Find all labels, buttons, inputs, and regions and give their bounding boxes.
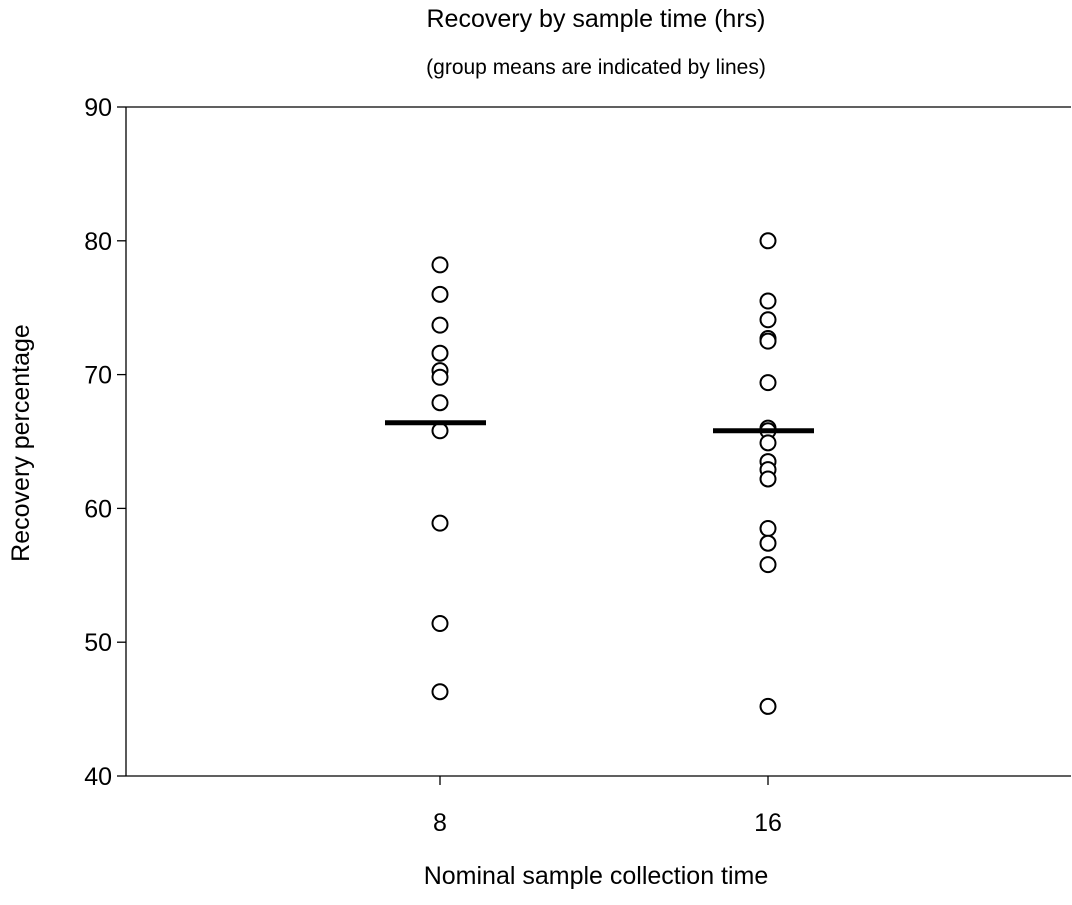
- data-point: [759, 534, 777, 552]
- data-point: [759, 232, 777, 250]
- data-point: [759, 556, 777, 574]
- data-point: [431, 514, 449, 532]
- data-point: [431, 614, 449, 632]
- y-tick-label: 90: [84, 94, 112, 122]
- data-point: [431, 256, 449, 274]
- x-tick-label: 16: [754, 809, 782, 837]
- data-point: [759, 374, 777, 392]
- data-point: [759, 697, 777, 715]
- data-point: [431, 422, 449, 440]
- data-point: [759, 434, 777, 452]
- y-axis-label: Recovery percentage: [7, 324, 35, 562]
- y-tick-label: 70: [84, 362, 112, 390]
- y-tick-label: 50: [84, 629, 112, 657]
- data-point: [759, 332, 777, 350]
- data-point: [759, 519, 777, 537]
- data-point: [431, 316, 449, 334]
- x-axis-label: Nominal sample collection time: [424, 862, 769, 890]
- data-point: [431, 394, 449, 412]
- y-tick-label: 40: [84, 763, 112, 791]
- y-tick-label: 60: [84, 495, 112, 523]
- data-point: [431, 285, 449, 303]
- data-point: [759, 311, 777, 329]
- chart-subtitle: (group means are indicated by lines): [426, 56, 766, 79]
- plot-area: 40 50 60 70 80 90 8 16: [84, 94, 1071, 837]
- x-tick-label: 8: [433, 809, 447, 837]
- data-point: [431, 344, 449, 362]
- data-point: [431, 683, 449, 701]
- data-point: [431, 368, 449, 386]
- y-tick-label: 80: [84, 228, 112, 256]
- data-point: [759, 292, 777, 310]
- chart-title: Recovery by sample time (hrs): [427, 5, 766, 33]
- data-point: [759, 470, 777, 488]
